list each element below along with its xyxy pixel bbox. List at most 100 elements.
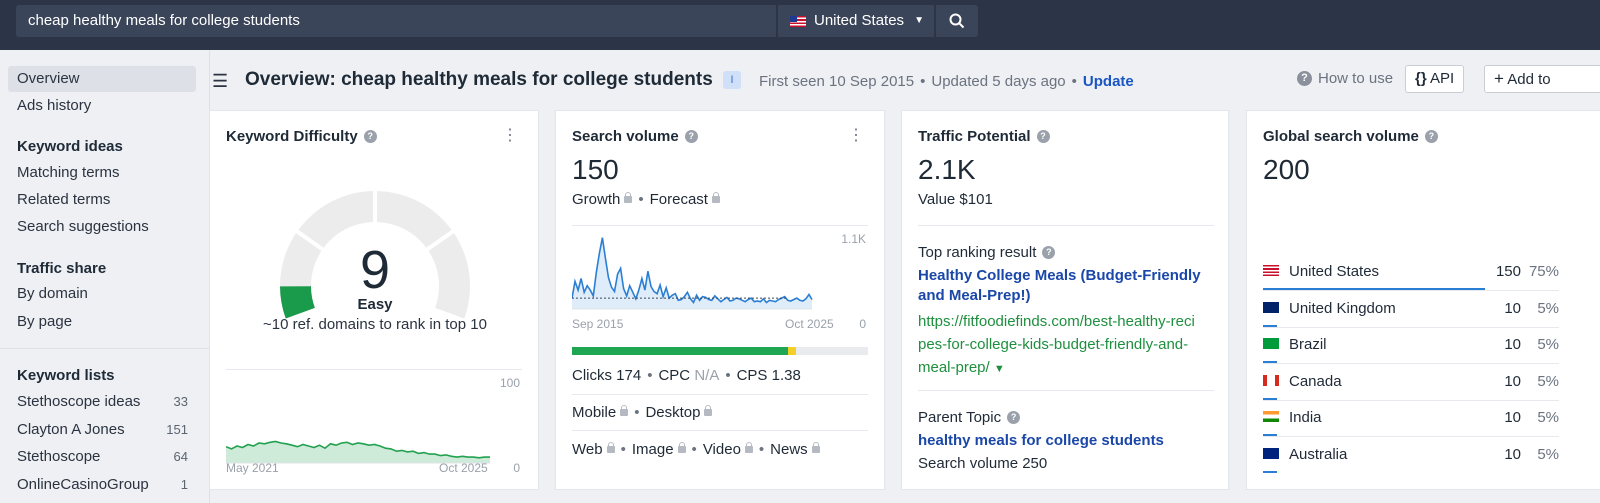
chart-ymax-label: 100 (499, 376, 520, 390)
separator-dot: • (758, 441, 765, 458)
web-label[interactable]: Web (572, 441, 603, 458)
country-share-bar (1263, 288, 1485, 290)
keyword-list-label: Stethoscope ideas (17, 393, 141, 410)
traffic-potential-card: Traffic Potential ? 2.1K Value $101 Top … (901, 110, 1229, 490)
help-icon[interactable]: ? (1424, 130, 1438, 143)
country-share-bar (1263, 361, 1277, 363)
help-icon[interactable]: ? (1007, 411, 1021, 424)
country-row[interactable]: United States 150 75% (1263, 261, 1600, 297)
caret-down-icon[interactable]: ▼ (993, 363, 1005, 375)
chart-line (226, 440, 490, 459)
search-input[interactable]: cheap healthy meals for college students (16, 5, 776, 37)
video-label[interactable]: Video (702, 441, 741, 458)
lock-icon (620, 405, 629, 416)
country-percent: 75% (1528, 263, 1559, 280)
growth-forecast-row: Growth • Forecast (572, 191, 720, 208)
add-to-label: Add to (1507, 71, 1551, 88)
card-title: Search volume ? (572, 128, 698, 145)
top-result-url[interactable]: https://fitfoodiefinds.com/best-healthy-… (918, 310, 1218, 381)
page-header: ☰ Overview: cheap healthy meals for coll… (210, 50, 1600, 110)
question-icon: ? (1297, 71, 1312, 86)
clicks-text: Clicks 174 (572, 367, 642, 384)
keyword-list-item[interactable]: Clayton A Jones 151 (8, 417, 196, 443)
country-name: United States (1289, 263, 1380, 280)
keyword-list-item[interactable]: Stethoscope ideas 33 (8, 389, 196, 415)
card-title-text: Global search volume (1263, 128, 1419, 145)
chart-start-label: May 2021 (226, 461, 279, 475)
help-icon[interactable]: ? (1042, 246, 1056, 259)
country-percent: 5% (1537, 409, 1559, 426)
keyword-list-count: 1 (180, 477, 188, 492)
sidebar-heading-traffic-share: Traffic share (17, 260, 107, 277)
page-title: Overview: cheap healthy meals for colleg… (245, 69, 713, 90)
country-name: Australia (1289, 445, 1348, 463)
divider (226, 369, 522, 370)
country-row[interactable]: Australia 10 5% (1263, 444, 1600, 480)
chevron-down-icon: ▼ (914, 15, 924, 26)
forecast-label[interactable]: Forecast (649, 191, 708, 208)
intent-badge[interactable]: I (723, 71, 741, 89)
help-icon[interactable]: ? (684, 130, 698, 143)
search-button[interactable] (936, 5, 978, 37)
country-name: Brazil (1289, 336, 1327, 353)
country-share-bar (1263, 397, 1277, 400)
sidebar-item-by-page[interactable]: By page (17, 313, 73, 330)
row-divider (1263, 399, 1559, 401)
sidebar: Overview Ads history Keyword ideas Match… (0, 50, 210, 503)
sidebar-heading-keyword-lists: Keyword lists (17, 367, 115, 384)
sidebar-item-search-suggestions[interactable]: Search suggestions (17, 218, 149, 235)
au-flag-icon (1263, 447, 1279, 459)
mobile-label[interactable]: Mobile (572, 404, 617, 421)
difficulty-subtext: ~10 ref. domains to rank in top 10 (263, 316, 487, 333)
chart-area (226, 441, 490, 463)
keyword-list-count: 151 (166, 422, 188, 437)
more-options-icon[interactable]: ⋮ (502, 127, 518, 144)
country-row[interactable]: Canada 10 5% (1263, 371, 1600, 407)
menu-icon[interactable]: ☰ (212, 71, 229, 91)
news-label[interactable]: News (770, 441, 808, 458)
api-label: API (1430, 70, 1455, 87)
separator-dot: • (920, 73, 926, 90)
country-label: United States (814, 12, 905, 29)
divider (918, 390, 1214, 391)
api-button[interactable]: {} API (1405, 65, 1465, 93)
country-percent: 5% (1537, 445, 1559, 463)
parent-topic-link[interactable]: healthy meals for college students (918, 432, 1164, 449)
country-row[interactable]: United Kingdom 10 5% (1263, 298, 1600, 334)
card-title-text: Search volume (572, 128, 679, 145)
how-to-use-link[interactable]: ? How to use (1297, 70, 1393, 87)
separator-dot: • (691, 441, 697, 458)
help-icon[interactable]: ? (1036, 130, 1050, 143)
sidebar-item-ads-history[interactable]: Ads history (17, 97, 92, 114)
lock-icon (624, 192, 633, 203)
sidebar-item-related-terms[interactable]: Related terms (17, 191, 111, 208)
page-meta: First seen 10 Sep 2015 • Updated 5 days ag… (759, 73, 1134, 90)
sidebar-item-overview[interactable]: Overview (8, 66, 196, 92)
separator-dot: • (634, 404, 640, 421)
growth-label[interactable]: Growth (572, 191, 621, 208)
help-icon[interactable]: ? (363, 130, 377, 143)
country-percent: 5% (1537, 299, 1559, 317)
updated-text: Updated 5 days ago (931, 73, 1066, 90)
country-select[interactable]: United States ▼ (778, 5, 934, 37)
add-to-button[interactable]: + Add to (1484, 65, 1600, 93)
keyword-list-item[interactable]: OnlineCasinoGroup 1 (8, 472, 196, 498)
more-options-icon[interactable]: ⋮ (848, 127, 864, 144)
top-result-title-link[interactable]: Healthy College Meals (Budget-Friendly a… (918, 267, 1201, 304)
country-row[interactable]: India 10 5% (1263, 407, 1600, 443)
update-link[interactable]: Update (1082, 73, 1134, 90)
parent-topic-heading: Parent Topic ? (918, 409, 1021, 426)
image-label[interactable]: Image (631, 441, 674, 458)
sidebar-item-matching-terms[interactable]: Matching terms (17, 164, 120, 181)
sidebar-item-by-domain[interactable]: By domain (17, 285, 88, 302)
chart-ymin-label: 0 (513, 461, 520, 475)
parent-topic-volume: Search volume 250 (918, 455, 1048, 472)
divider (572, 430, 868, 431)
divider (918, 225, 1214, 226)
in-flag-icon (1263, 411, 1279, 422)
top-result-url-line: meal-prep/ (918, 359, 990, 376)
card-title-text: Keyword Difficulty (226, 128, 358, 145)
desktop-label[interactable]: Desktop (645, 404, 701, 421)
country-row[interactable]: Brazil 10 5% (1263, 334, 1600, 370)
keyword-list-item[interactable]: Stethoscope 64 (8, 444, 196, 470)
